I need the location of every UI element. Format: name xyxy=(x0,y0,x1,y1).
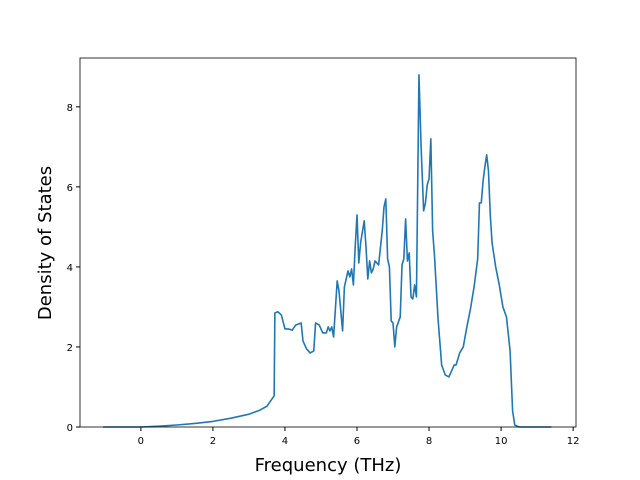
x-axis-label: Frequency (THz) xyxy=(255,455,402,476)
axes-frame xyxy=(79,57,577,428)
y-tick-label: 4 xyxy=(67,263,73,274)
x-tick-label: 4 xyxy=(282,436,288,447)
x-tick-label: 8 xyxy=(426,436,432,447)
x-tick-label: 6 xyxy=(354,436,360,447)
y-tick-label: 8 xyxy=(67,103,73,114)
x-tick-label: 10 xyxy=(495,436,508,447)
y-axis-label: Density of States xyxy=(35,166,56,320)
y-tick-label: 2 xyxy=(67,343,73,354)
x-tick-label: 12 xyxy=(567,436,580,447)
y-tick-label: 6 xyxy=(67,183,73,194)
y-tick-label: 0 xyxy=(67,423,73,434)
line xyxy=(103,74,552,428)
x-tick-label: 0 xyxy=(138,436,144,447)
x-tick-label: 2 xyxy=(210,436,216,447)
